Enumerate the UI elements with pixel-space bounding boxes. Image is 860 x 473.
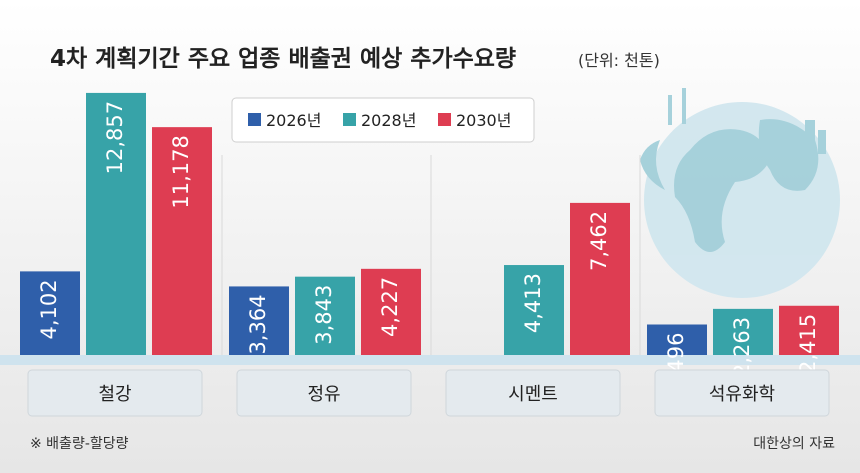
category-label: 석유화학 bbox=[709, 384, 775, 405]
bar bbox=[361, 268, 421, 355]
bar bbox=[86, 92, 146, 355]
bar bbox=[504, 265, 564, 355]
category-label: 정유 bbox=[307, 384, 340, 405]
legend-label: 2028년 bbox=[361, 111, 416, 130]
bars-group: 4,102 12,857 11,178 3,364 3,843 4,227 4,413 7,4… bbox=[20, 92, 839, 393]
column-dividers bbox=[221, 155, 641, 355]
bar-value-label: 4,102 bbox=[37, 279, 61, 339]
bar bbox=[570, 202, 630, 355]
legend: 2026년 2028년 2030년 bbox=[231, 97, 535, 143]
bar-value-label: 4,227 bbox=[378, 277, 402, 337]
category-label-box bbox=[236, 369, 412, 417]
category-label: 철강 bbox=[98, 384, 131, 405]
bar-value-label: 3,364 bbox=[246, 294, 270, 354]
category-label-box bbox=[27, 369, 203, 417]
unit-note: (단위: 천톤) bbox=[578, 51, 660, 70]
baseline-strip bbox=[0, 355, 860, 365]
bar bbox=[779, 305, 839, 355]
bar bbox=[152, 127, 212, 355]
category-label-box bbox=[445, 369, 621, 417]
globe-icon bbox=[640, 88, 840, 298]
legend-swatch bbox=[248, 113, 261, 126]
legend-label: 2030년 bbox=[456, 111, 511, 130]
bar-value-label: 4,413 bbox=[521, 273, 545, 333]
bar-value-label: 2,263 bbox=[730, 317, 754, 377]
bar-value-label: 7,462 bbox=[587, 211, 611, 271]
legend-label: 2026년 bbox=[266, 111, 321, 130]
footnote: ※ 배출량-할당량 bbox=[30, 436, 129, 452]
legend-swatch bbox=[343, 113, 356, 126]
bar bbox=[713, 308, 773, 355]
bar-value-label: 2,415 bbox=[796, 314, 820, 374]
chart-title: 4차 계획기간 주요 업종 배출권 예상 추가수요량 bbox=[50, 46, 516, 72]
bar bbox=[647, 324, 707, 355]
bar-value-label: 11,178 bbox=[169, 135, 193, 208]
bar bbox=[229, 286, 289, 355]
bar bbox=[20, 271, 80, 355]
category-label-box bbox=[654, 369, 830, 417]
bar bbox=[295, 276, 355, 355]
source-credit: 대한상의 자료 bbox=[753, 436, 835, 452]
category-labels: 철강 정유 시멘트 석유화학 bbox=[27, 369, 830, 417]
bar-value-label: 3,843 bbox=[312, 285, 336, 345]
legend-swatch bbox=[438, 113, 451, 126]
bar-value-label: 12,857 bbox=[103, 101, 127, 174]
category-label: 시멘트 bbox=[508, 384, 558, 405]
legend-box bbox=[231, 97, 535, 143]
